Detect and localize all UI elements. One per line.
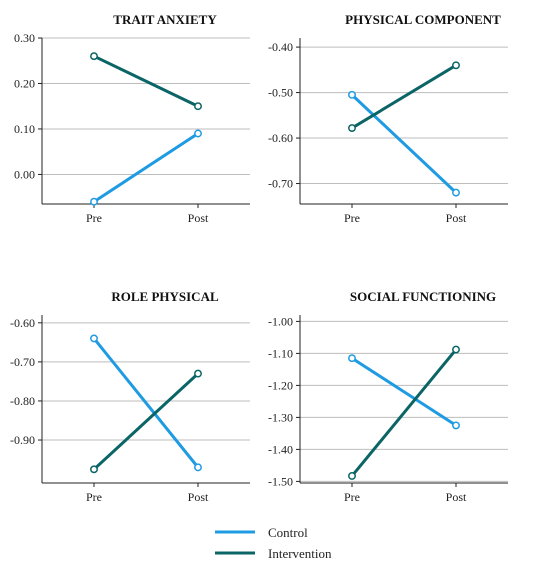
data-point-control — [194, 463, 202, 472]
data-point-control — [194, 129, 202, 138]
series-line-intervention — [350, 63, 458, 130]
panel-title: TRAIT ANXIETY — [113, 12, 217, 27]
data-point-intervention — [90, 52, 98, 61]
legend-label-control: Control — [268, 525, 308, 540]
y-tick-label: -1.50 — [268, 474, 293, 488]
x-tick-label: Post — [446, 211, 467, 225]
y-tick-label: -0.40 — [268, 40, 293, 54]
data-point-control — [90, 197, 98, 206]
series-line-control — [350, 93, 458, 195]
panel-social-functioning: SOCIAL FUNCTIONING -1.00 -1.10 -1.20 -1.30 -… — [268, 289, 508, 504]
y-tick-label: -0.50 — [268, 86, 293, 100]
x-tick-label: Pre — [344, 490, 360, 504]
legend: Control Intervention — [215, 525, 332, 561]
panel-title: PHYSICAL COMPONENT — [345, 12, 501, 27]
series-line-intervention — [92, 372, 200, 471]
y-tick-label: 0.10 — [14, 122, 35, 136]
data-point-intervention — [90, 465, 98, 474]
x-tick-label: Post — [446, 490, 467, 504]
x-tick-label: Pre — [86, 490, 102, 504]
data-point-control — [452, 188, 460, 197]
data-point-control — [452, 421, 460, 430]
y-tick-label: 0.20 — [14, 76, 35, 90]
panel-physical-component: PHYSICAL COMPONENT -0.40 -0.50 -0.60 -0.70 P… — [268, 12, 508, 225]
data-point-intervention — [348, 472, 356, 480]
x-tick-label: Pre — [86, 211, 102, 225]
data-point-control — [348, 90, 356, 99]
y-tick-label: -0.80 — [10, 394, 35, 408]
y-tick-label: -1.40 — [268, 442, 293, 456]
x-tick-label: Post — [188, 211, 209, 225]
data-point-intervention — [348, 124, 356, 132]
y-tick-label: 0.00 — [14, 167, 35, 181]
y-tick-label: -0.90 — [10, 433, 35, 447]
panel-title: ROLE PHYSICAL — [111, 289, 219, 304]
y-tick-label: -0.60 — [268, 131, 293, 145]
y-tick-label: -1.30 — [268, 410, 293, 424]
y-tick-label: -0.70 — [268, 177, 293, 191]
data-point-intervention — [194, 369, 202, 378]
panel-role-physical: ROLE PHYSICAL -0.60 -0.70 -0.80 -0.90 Pre Pos… — [10, 289, 250, 504]
data-point-intervention — [452, 345, 460, 354]
legend-label-intervention: Intervention — [268, 546, 332, 561]
panel-trait-anxiety: TRAIT ANXIETY 0.30 0.20 0.10 0.00 Pre Post — [14, 12, 250, 225]
y-tick-label: -0.70 — [10, 355, 35, 369]
panel-title: SOCIAL FUNCTIONING — [350, 289, 496, 304]
x-tick-label: Post — [188, 490, 209, 504]
data-point-control — [348, 354, 356, 363]
data-point-intervention — [452, 61, 460, 70]
y-tick-label: -1.10 — [268, 346, 293, 360]
series-line-control — [92, 132, 200, 204]
series-line-control — [350, 356, 458, 427]
y-tick-label: -0.60 — [10, 316, 35, 330]
series-line-intervention — [92, 54, 200, 108]
series-line-control — [92, 336, 200, 469]
data-point-intervention — [194, 102, 202, 111]
x-tick-label: Pre — [344, 211, 360, 225]
y-tick-label: -1.00 — [268, 314, 293, 328]
data-point-control — [90, 334, 98, 343]
y-tick-label: 0.30 — [14, 31, 35, 45]
series-line-intervention — [350, 348, 458, 478]
y-tick-label: -1.20 — [268, 378, 293, 392]
